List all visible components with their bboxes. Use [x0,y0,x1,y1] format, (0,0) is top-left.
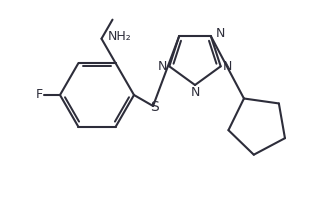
Text: NH₂: NH₂ [107,30,131,43]
Text: N: N [158,60,167,73]
Text: N: N [216,27,225,40]
Text: N: N [190,85,200,98]
Text: S: S [150,100,158,114]
Text: N: N [223,60,232,73]
Text: F: F [36,88,43,102]
